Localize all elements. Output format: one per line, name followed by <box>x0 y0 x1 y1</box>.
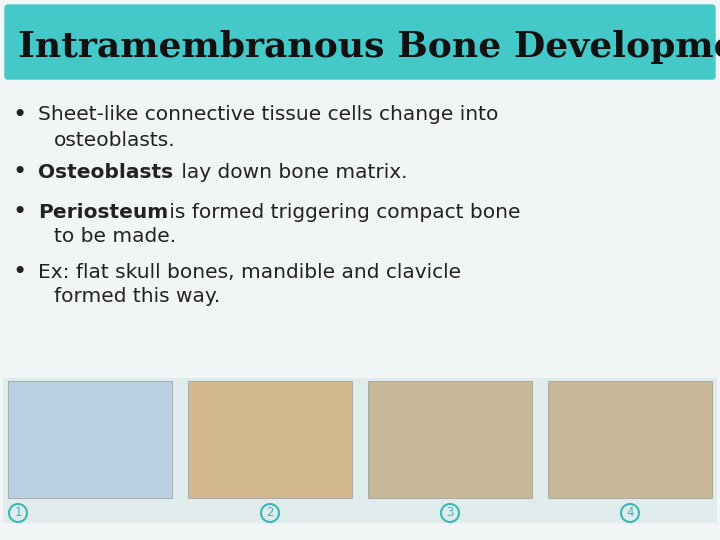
Text: 1: 1 <box>14 507 22 519</box>
Text: 2: 2 <box>266 507 274 519</box>
Text: •: • <box>13 103 27 127</box>
Text: 4: 4 <box>626 507 634 519</box>
Text: Osteoblasts: Osteoblasts <box>38 163 173 181</box>
Text: •: • <box>13 200 27 224</box>
Text: osteoblasts.: osteoblasts. <box>54 131 176 150</box>
FancyBboxPatch shape <box>3 378 717 523</box>
Text: lay down bone matrix.: lay down bone matrix. <box>176 163 408 181</box>
FancyBboxPatch shape <box>368 381 532 498</box>
Text: to be made.: to be made. <box>54 227 176 246</box>
FancyBboxPatch shape <box>188 381 352 498</box>
Text: formed this way.: formed this way. <box>54 287 220 307</box>
Text: 3: 3 <box>446 507 454 519</box>
Text: Periosteum: Periosteum <box>38 202 168 221</box>
Text: Ex: flat skull bones, mandible and clavicle: Ex: flat skull bones, mandible and clavi… <box>38 262 461 281</box>
Text: Intramembranous Bone Development: Intramembranous Bone Development <box>18 30 720 64</box>
FancyBboxPatch shape <box>8 381 172 498</box>
Text: •: • <box>13 260 27 284</box>
Text: Sheet-like connective tissue cells change into: Sheet-like connective tissue cells chang… <box>38 105 498 125</box>
FancyBboxPatch shape <box>548 381 712 498</box>
Text: •: • <box>13 160 27 184</box>
FancyBboxPatch shape <box>5 5 715 79</box>
Text: is formed triggering compact bone: is formed triggering compact bone <box>163 202 521 221</box>
